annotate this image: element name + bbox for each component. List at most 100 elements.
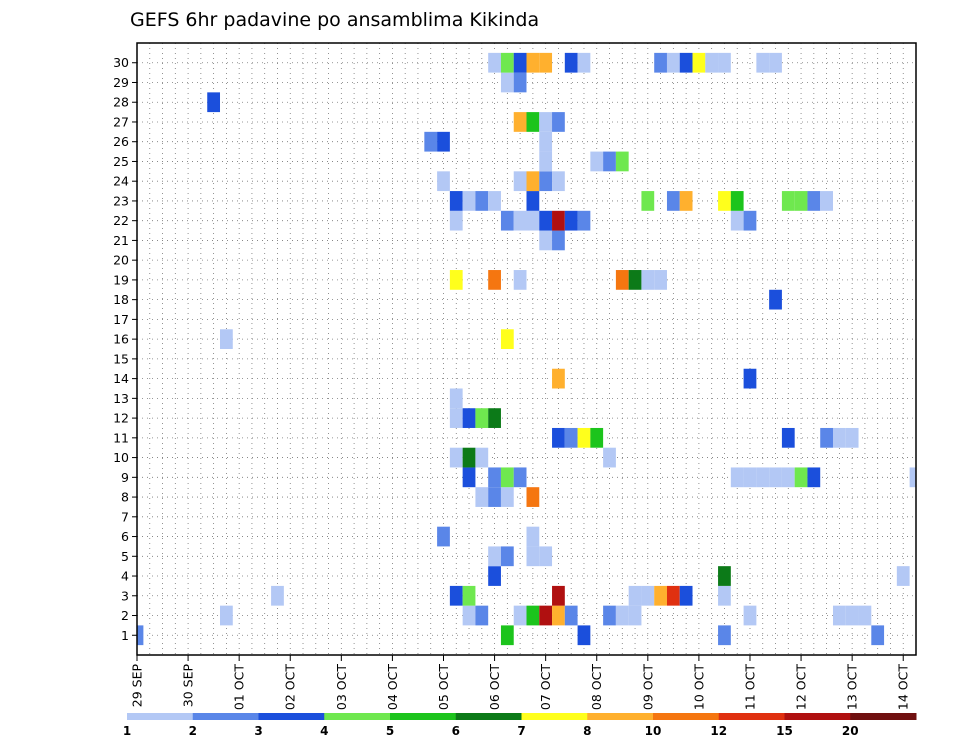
y-tick-label: 19 [113,272,129,287]
colorbar-segment [653,713,720,720]
heatmap-cell [437,131,450,152]
heatmap-cell [526,171,540,192]
heatmap-cell [641,585,655,606]
heatmap-cell [488,191,501,211]
heatmap-cell [539,131,553,152]
heatmap-cell [564,52,578,73]
heatmap-cell [718,191,731,211]
heatmap-cell [539,546,553,567]
colorbar-segment [587,713,654,720]
heatmap-cell [909,467,916,488]
heatmap-cell [526,546,540,567]
heatmap-cell [628,605,642,626]
heatmap-cell [794,191,808,211]
y-tick-label: 7 [121,509,129,524]
heatmap-cell [718,625,731,646]
y-tick-label: 9 [121,470,129,485]
heatmap-cell [539,151,553,172]
heatmap-cell [769,52,782,73]
heatmap-cell [500,329,514,349]
heatmap-cell [526,605,540,626]
colorbar-segment [718,713,785,720]
x-tick-label: 08 OCT [589,664,604,710]
heatmap-cell [220,329,233,349]
heatmap-cell [603,447,616,468]
heatmap-cell [577,625,591,646]
colorbar-label: 10 [645,724,662,738]
y-tick-label: 6 [121,529,129,544]
heatmap-cell [526,526,540,547]
colorbar: 1 2 3 4 5 6 7 8 10 12 15 20 [123,713,917,738]
heatmap-cell [552,112,565,132]
y-tick-label: 1 [121,628,129,643]
heatmap-cell [896,566,910,586]
heatmap-cell [449,270,463,290]
y-tick-label: 11 [113,430,129,445]
heatmap-cell [552,368,565,389]
heatmap-cell [539,230,553,251]
heatmap-cell [462,605,476,626]
heatmap-cell [577,210,591,231]
heatmap-cell [832,605,846,626]
heatmap-cell [807,191,821,211]
heatmap-cell [437,171,450,192]
colorbar-label: 3 [254,724,262,738]
heatmap-cell [730,210,744,231]
heatmap-cell [462,408,476,428]
heatmap-cell [552,427,565,448]
y-tick-label: 15 [113,351,129,366]
heatmap-cell [449,388,463,409]
colorbar-label: 7 [517,724,525,738]
colorbar-label: 8 [583,724,591,738]
heatmap-cell [475,447,489,468]
heatmap-cell [871,625,885,646]
heatmap-cell [756,467,770,488]
heatmap-cell [513,270,527,290]
x-tick-label: 10 OCT [691,664,706,710]
colorbar-label: 20 [842,724,859,738]
heatmap-cell [500,467,514,488]
heatmap-cell [590,427,604,448]
colorbar-segment [850,713,917,720]
heatmap-cell [718,585,731,606]
heatmap-cell [475,191,489,211]
heatmap-cells [137,52,916,646]
heatmap-cell [679,191,693,211]
grid-lines [137,43,916,655]
heatmap-cell [488,546,501,567]
heatmap-cell [488,467,501,488]
heatmap-cell [615,151,629,172]
heatmap-cell [539,112,553,132]
y-tick-label: 5 [121,549,129,564]
x-tick-label: 29 SEP [130,664,145,708]
heatmap-cell [628,270,642,290]
y-tick-label: 12 [113,411,129,426]
heatmap-cell [500,546,514,567]
heatmap-cell [513,171,527,192]
y-tick-label: 10 [113,450,129,465]
heatmap-cell [564,210,578,231]
heatmap-cell [449,585,463,606]
y-tick-label: 21 [113,233,129,248]
heatmap-cell [743,467,757,488]
colorbar-label: 6 [452,724,460,738]
heatmap-cell [220,605,233,626]
heatmap-cell [437,526,450,547]
heatmap-cell [641,270,655,290]
heatmap-cell [539,210,553,231]
x-tick-label: 04 OCT [385,664,400,710]
heatmap-cell [781,191,795,211]
heatmap-cell [552,210,565,231]
colorbar-label: 15 [776,724,793,738]
y-tick-label: 30 [113,55,129,70]
heatmap-cell [513,52,527,73]
heatmap-cell [615,605,629,626]
y-tick-label: 14 [113,371,129,386]
y-tick-label: 17 [113,312,129,327]
heatmap-cell [449,408,463,428]
heatmap-cell [500,487,514,507]
heatmap-cell [526,52,540,73]
x-tick-label: 05 OCT [436,664,451,710]
heatmap-cell [500,52,514,73]
y-tick-label: 20 [113,253,129,268]
